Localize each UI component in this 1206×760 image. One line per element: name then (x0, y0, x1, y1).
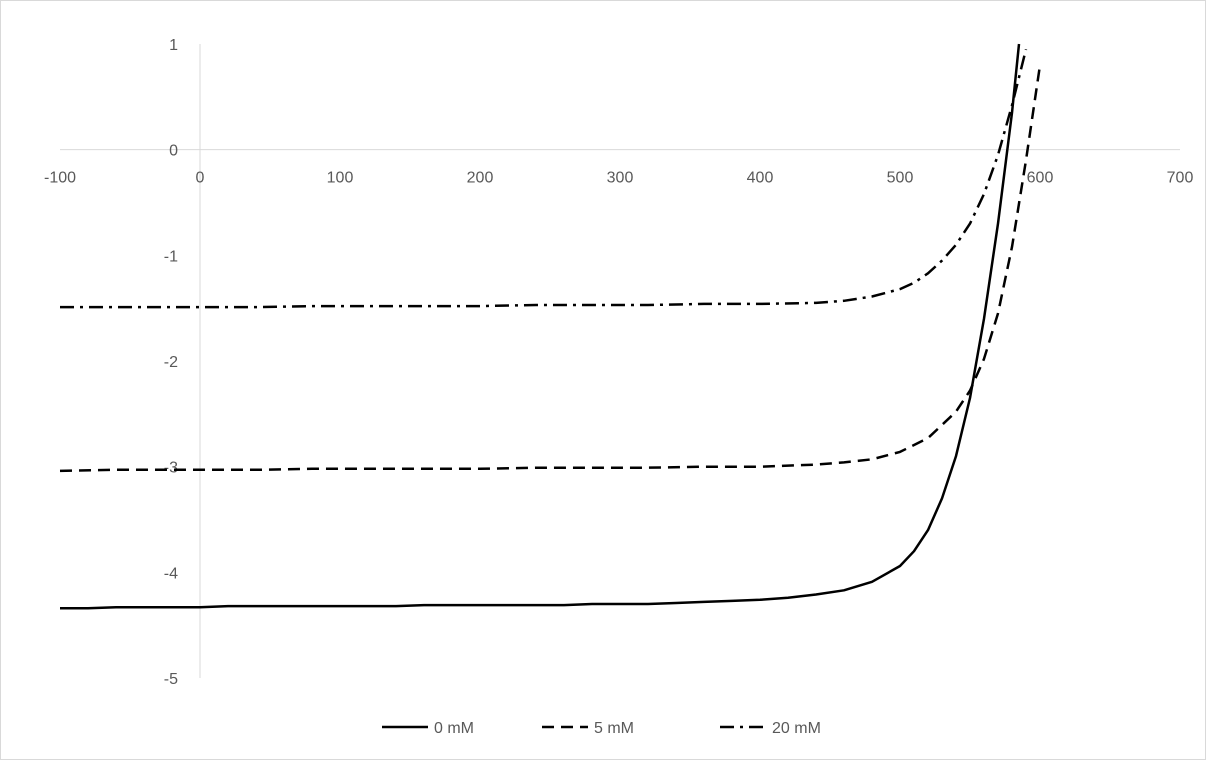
y-tick-label: -1 (164, 248, 178, 265)
x-tick-label: 100 (327, 170, 354, 187)
axes: -100 0 100 200 300 400 500 600 700 1 0 -1 -2 -3 -4 -5 (44, 37, 1193, 688)
series-line (59, 64, 1042, 473)
x-tick-label: 400 (747, 170, 774, 187)
x-tick-label: 200 (467, 170, 494, 187)
legend-label: 20 mM (772, 720, 821, 737)
x-tick-label: -100 (44, 170, 76, 187)
y-tick-label: -5 (164, 671, 178, 688)
x-tick-label: 500 (887, 170, 914, 187)
series-line (60, 43, 1021, 610)
series-layer (59, 43, 1042, 610)
x-tick-label: 300 (607, 170, 634, 187)
legend-label: 5 mM (594, 720, 634, 737)
y-tick-label: 1 (169, 37, 178, 54)
x-tick-label: 700 (1167, 170, 1194, 187)
x-tick-label: 600 (1027, 170, 1054, 187)
x-tick-label: 0 (196, 170, 205, 187)
y-tick-label: -4 (164, 565, 178, 582)
y-tick-label: 0 (169, 143, 178, 160)
y-tick-label: -2 (164, 354, 178, 371)
y-tick-label: -3 (164, 460, 178, 477)
legend: 0 mM 5 mM 20 mM (382, 720, 821, 737)
legend-label: 0 mM (434, 720, 474, 737)
series-line (60, 48, 1028, 309)
